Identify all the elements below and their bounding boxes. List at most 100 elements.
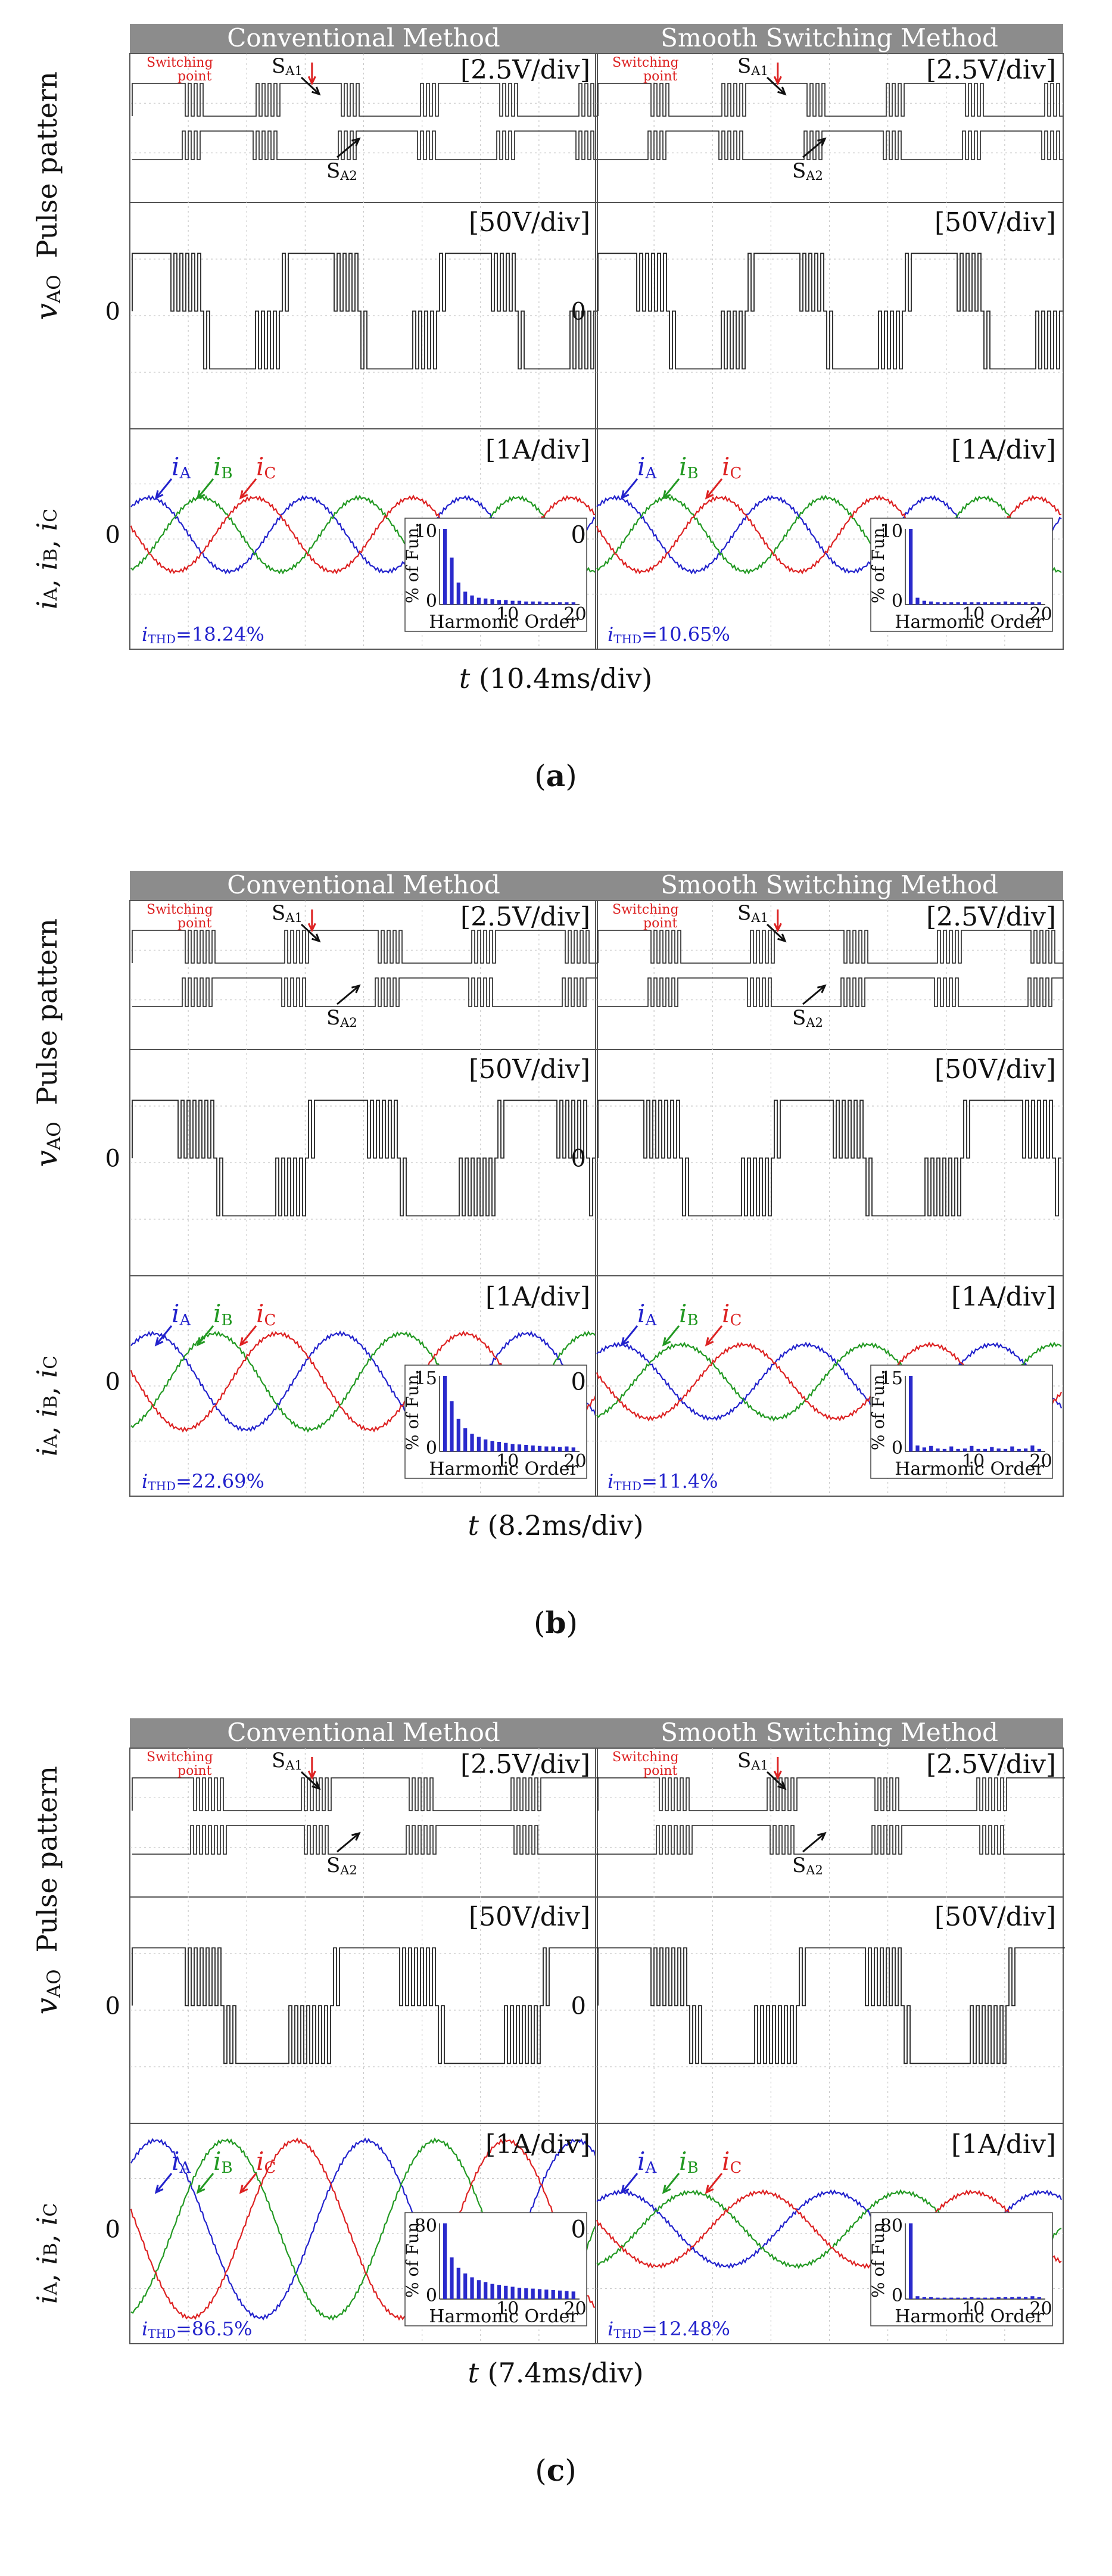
sa1-arrow-head: [777, 1781, 787, 1790]
phase-label-ib-sub: B: [687, 465, 698, 482]
phase-arrow-ia: [155, 2173, 173, 2193]
voltage-zero-label: 0: [105, 1145, 120, 1172]
harmonic-bar: [970, 2297, 974, 2299]
switching-point-arrow-head: [773, 1770, 782, 1780]
subfigure-caption: (a): [534, 758, 577, 793]
inset-y0-tick: 0: [892, 2285, 903, 2306]
phase-arrow-ib-head: [662, 490, 671, 500]
thd-label: iTHD=86.5%: [142, 2318, 253, 2341]
current-trace-ic: [596, 2189, 1062, 2269]
phase-arrow-ic: [239, 478, 257, 499]
voltage-zero-label: 0: [571, 1145, 586, 1172]
switching-point-label: point: [177, 1764, 212, 1778]
phase-arrow-ic: [239, 1325, 257, 1345]
current-axis-symbol: i: [31, 2256, 63, 2265]
pulse-trace-sa1: [597, 83, 1063, 117]
thd-value: =86.5%: [176, 2318, 252, 2340]
current-zero-label: 0: [571, 1369, 586, 1396]
current-axis-symbol: i: [31, 2295, 63, 2304]
phase-arrow-ia-head: [154, 1337, 164, 1347]
inset-xtick: 20: [564, 2298, 587, 2319]
sa2-arrow-head: [817, 137, 827, 147]
switching-point-arrow-head: [307, 1770, 316, 1780]
phase-arrow-ic-head: [705, 2185, 714, 2194]
phase-label-ib-main: i: [213, 2147, 221, 2176]
harmonic-bar: [936, 1448, 940, 1451]
panel-header: [130, 24, 597, 54]
voltage-scale-label: [50V/div]: [935, 1054, 1056, 1085]
sa1-arrow-head: [312, 1781, 321, 1790]
harmonic-bar: [996, 2297, 1001, 2299]
sa1-label: SA1: [272, 1749, 303, 1773]
current-axis-subscript: A: [41, 1434, 61, 1448]
panel-header: [596, 871, 1063, 901]
harmonic-bar: [922, 600, 926, 605]
thd-label-sub: THD: [148, 1479, 176, 1493]
current-axis-symbol: i: [31, 562, 63, 571]
harmonic-bar: [936, 602, 940, 605]
current-axis-subscript: C: [41, 509, 61, 522]
caption-letter: c: [547, 2453, 565, 2488]
voltage-zero-label: 0: [105, 298, 120, 325]
vao-axis-label-sub: AO: [43, 275, 65, 304]
inset-frame: [404, 2212, 587, 2326]
sa2-label-sub: A2: [805, 169, 823, 183]
sa1-label-sub: A1: [285, 911, 303, 925]
phase-label-ic-sub: C: [730, 465, 742, 482]
harmonic-bar: [450, 557, 454, 605]
harmonic-bar: [463, 591, 468, 605]
sa1-arrow-head: [312, 86, 321, 96]
harmonic-bar: [1030, 602, 1035, 605]
inset-xlabel: Harmonic Order: [895, 612, 1044, 633]
phase-arrow-ia: [155, 478, 173, 499]
phase-label-ia-main: i: [637, 452, 645, 481]
phase-arrow-ic: [705, 2173, 723, 2193]
phase-arrow-ib-head: [196, 1337, 205, 1347]
thd-label-sub: THD: [613, 1479, 641, 1493]
sa2-arrow: [337, 138, 360, 158]
sa2-label: SA2: [326, 1006, 357, 1030]
phase-label-ib: iB: [213, 452, 233, 482]
phase-label-ic-sub: C: [730, 1312, 742, 1329]
sa1-arrow: [766, 923, 786, 942]
voltage-scale-label: [50V/div]: [935, 1902, 1056, 1932]
panel-header: [596, 24, 1063, 54]
phase-label-ic-sub: C: [264, 465, 276, 482]
sa2-arrow: [802, 138, 826, 158]
phase-label-ia: iA: [637, 452, 657, 482]
harmonic-bar: [949, 2297, 954, 2299]
phase-label-ic: iC: [722, 2147, 742, 2177]
panel-title: Conventional Method: [227, 1718, 500, 1747]
thd-label-main: i: [608, 2318, 613, 2340]
switching-point-label: Switching: [147, 1750, 213, 1765]
sa2-label-main: S: [326, 1006, 340, 1030]
phase-label-ic-sub: C: [264, 2159, 276, 2177]
current-axis-subscript: B: [41, 1396, 61, 1409]
harmonic-bar: [996, 1448, 1001, 1451]
phase-label-ib: iB: [679, 452, 699, 482]
harmonic-bar: [983, 1449, 988, 1451]
current-axis-subscript: C: [41, 2203, 61, 2217]
harmonic-bar: [970, 1446, 974, 1451]
inset-ylabel: % of Fun.: [868, 1369, 888, 1450]
inset-xtick: 10: [962, 2298, 985, 2319]
switching-point-label: Switching: [147, 55, 213, 70]
current-trace-ib: [130, 494, 596, 575]
phase-arrow-ia-head: [620, 2185, 630, 2194]
sa2-arrow: [802, 985, 826, 1005]
switching-point-label: point: [177, 69, 212, 84]
phase-arrow-ib: [197, 2173, 214, 2193]
harmonic-bar: [565, 1446, 569, 1451]
current-axis-separator: ,: [31, 531, 63, 549]
sa2-arrow-head: [817, 984, 827, 993]
harmonic-bar: [524, 1444, 528, 1451]
sa1-arrow: [300, 76, 320, 95]
subfigure-caption: (c): [535, 2453, 576, 2488]
caption-paren: (: [534, 1606, 546, 1640]
harmonic-bar: [1030, 2296, 1035, 2299]
harmonic-bar: [929, 1446, 933, 1451]
pulse-trace-sa2: [598, 977, 1063, 1007]
phase-arrow-ic-head: [239, 1337, 248, 1347]
